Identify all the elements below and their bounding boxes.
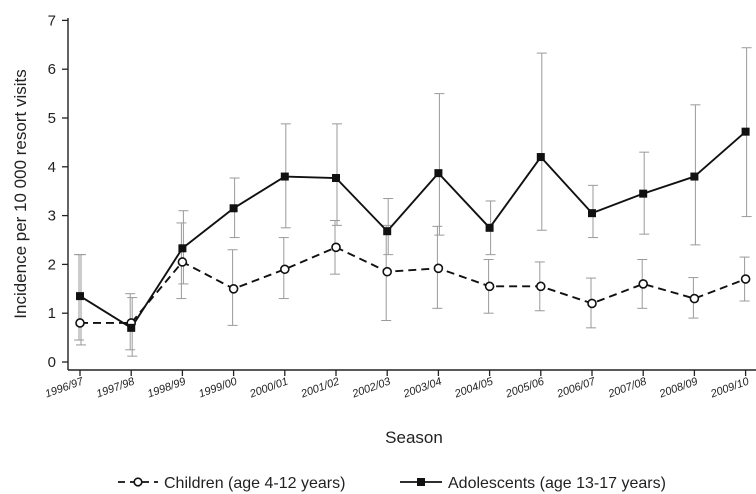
markers	[75, 127, 751, 332]
point-children	[587, 298, 597, 309]
plot-area: 0 1 2 3 4 5 6 7 1996/97 1997/98 1998/99 1999/00 200…	[44, 12, 756, 401]
x-tick-label: 2000/01	[247, 376, 289, 401]
x-axis-title: Season	[385, 428, 443, 447]
point-adolescents	[76, 292, 84, 301]
point-adolescents	[485, 223, 494, 232]
point-adolescents	[588, 209, 596, 218]
y-tick-label: 2	[48, 256, 56, 273]
point-adolescents	[332, 174, 340, 183]
y-ticks: 0 1 2 3 4 5 6 7	[48, 12, 68, 371]
y-tick-label: 0	[48, 354, 56, 371]
y-axis-title: Incidence per 10 000 resort visits	[11, 69, 30, 318]
x-tick-label: 2003/04	[401, 376, 443, 401]
y-tick-label: 7	[48, 12, 56, 29]
point-children	[228, 283, 239, 294]
point-adolescents	[536, 153, 545, 162]
point-adolescents	[639, 189, 648, 198]
legend-swatch-adolescents-marker	[417, 478, 425, 486]
x-ticks: 1996/97 1997/98 1998/99 1999/00 2000/01 2001/…	[44, 370, 751, 401]
x-tick-label: 2005/06	[503, 375, 546, 401]
point-adolescents	[229, 204, 238, 213]
point-children	[638, 279, 649, 289]
point-children	[433, 263, 444, 274]
point-children	[331, 242, 341, 253]
series-line-children	[80, 246, 746, 324]
y-tick-label: 1	[48, 305, 56, 322]
x-tick-label: 1997/98	[95, 375, 137, 400]
x-tick-label: 1999/00	[197, 375, 239, 400]
legend-label-children: Children (age 4-12 years)	[164, 475, 345, 492]
legend-swatch-children-marker	[133, 477, 143, 487]
point-children	[740, 274, 751, 284]
x-tick-label: 2001/02	[299, 376, 341, 401]
point-adolescents	[127, 323, 136, 332]
series-lines	[79, 130, 747, 329]
x-tick-label: 1996/97	[44, 375, 86, 400]
point-children	[75, 318, 85, 328]
y-tick-label: 6	[48, 61, 56, 78]
point-adolescents	[690, 172, 699, 181]
point-children	[177, 257, 188, 267]
point-children	[382, 266, 393, 277]
y-tick-label: 3	[48, 208, 56, 225]
point-adolescents	[741, 127, 750, 136]
legend: Children (age 4-12 years) Adolescents (a…	[118, 475, 666, 492]
legend-item-children: Children (age 4-12 years)	[118, 475, 345, 492]
x-tick-label: 2008/09	[657, 376, 699, 401]
x-tick-label: 2004/05	[452, 375, 495, 401]
y-tick-label: 4	[48, 159, 56, 176]
x-tick-label: 2009/10	[708, 375, 751, 401]
point-adolescents	[434, 169, 443, 178]
point-children	[279, 264, 290, 275]
y-tick-label: 5	[48, 110, 56, 127]
point-children	[484, 281, 495, 292]
point-adolescents	[383, 227, 392, 236]
point-children	[535, 281, 546, 292]
point-adolescents	[178, 244, 187, 253]
x-tick-label: 2002/03	[350, 375, 393, 401]
x-tick-label: 1998/99	[146, 376, 187, 401]
x-tick-label: 2006/07	[555, 375, 598, 401]
x-tick-label: 2007/08	[606, 375, 649, 401]
series-line-adolescents	[79, 130, 747, 329]
legend-item-adolescents: Adolescents (age 13-17 years)	[400, 475, 666, 492]
point-adolescents	[280, 172, 289, 181]
legend-label-adolescents: Adolescents (age 13-17 years)	[448, 475, 666, 492]
point-children	[689, 293, 700, 304]
